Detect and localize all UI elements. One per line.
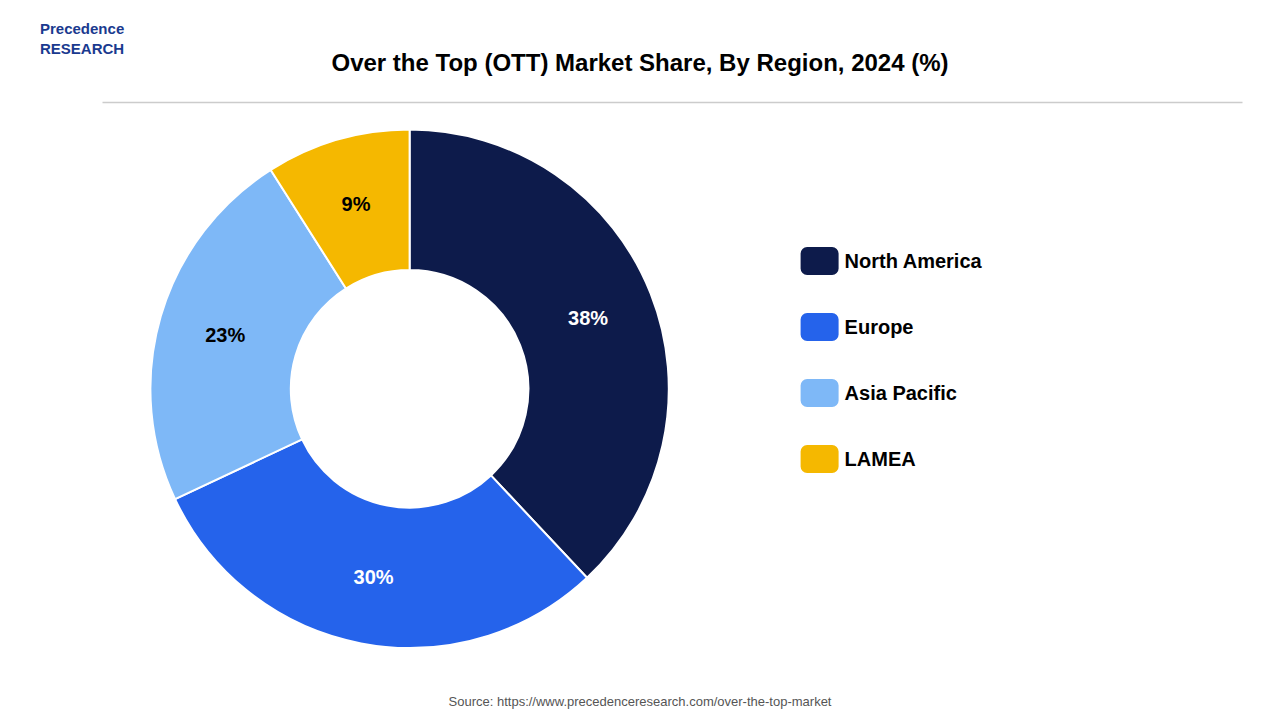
- svg-text:30%: 30%: [354, 566, 394, 588]
- svg-text:23%: 23%: [205, 324, 245, 346]
- svg-text:LAMEA: LAMEA: [845, 448, 916, 470]
- svg-text:RESEARCH: RESEARCH: [40, 40, 124, 57]
- svg-text:Asia Pacific: Asia Pacific: [845, 382, 957, 404]
- svg-text:Precedence: Precedence: [40, 20, 124, 37]
- svg-text:Europe: Europe: [845, 316, 914, 338]
- svg-text:North America: North America: [845, 250, 983, 272]
- svg-text:38%: 38%: [568, 307, 608, 329]
- svg-text:Source: https://www.precedence: Source: https://www.precedenceresearch.c…: [449, 694, 832, 709]
- svg-text:Over the Top (OTT) Market Shar: Over the Top (OTT) Market Share, By Regi…: [331, 49, 948, 76]
- svg-text:9%: 9%: [342, 193, 371, 215]
